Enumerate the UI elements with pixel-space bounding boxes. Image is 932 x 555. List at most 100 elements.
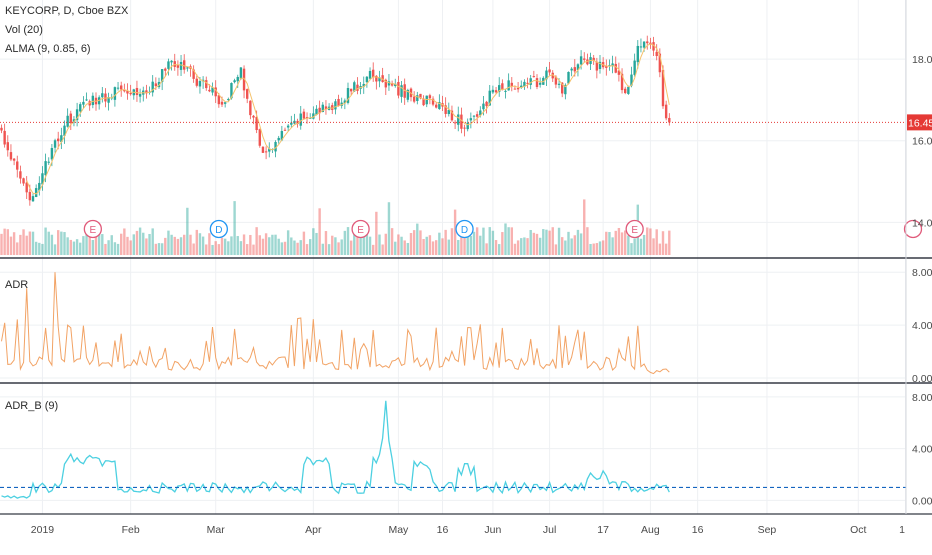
- volume-bar: [258, 235, 261, 255]
- adr-legend[interactable]: ADR: [5, 279, 28, 291]
- candle-body: [548, 69, 551, 73]
- adrb-pane[interactable]: [0, 400, 906, 499]
- candle-body: [419, 93, 422, 99]
- volume-bar: [642, 234, 646, 255]
- volume-bar: [633, 238, 636, 255]
- adrb-line: [1, 400, 670, 499]
- event-label: E: [631, 225, 638, 236]
- volume-bar: [570, 238, 573, 255]
- earnings-marker[interactable]: [625, 219, 644, 239]
- candle-body: [31, 196, 35, 202]
- candle-body: [239, 67, 243, 79]
- volume-bar: [277, 238, 280, 255]
- volume-bar: [198, 233, 202, 255]
- candle-body: [104, 93, 107, 102]
- volume-bar: [627, 235, 630, 255]
- candle-body: [264, 151, 268, 153]
- last-price-badge[interactable]: [907, 114, 932, 131]
- volume-bar: [416, 223, 419, 255]
- volume-bar: [148, 233, 151, 255]
- volume-bar: [164, 237, 167, 255]
- candle-body: [34, 188, 38, 197]
- candle-body: [475, 114, 479, 117]
- volume-bar: [532, 232, 536, 255]
- volume-bar: [381, 244, 384, 255]
- volume-bar: [31, 231, 35, 255]
- earnings-marker[interactable]: [83, 219, 102, 239]
- symbol-title[interactable]: KEYCORP, D, Cboe BZX: [5, 5, 129, 17]
- volume-bar: [422, 239, 425, 255]
- price-axes[interactable]: 18.00 16.00 14.00 8.00 4.00 0.00 8.00 4.00 0.00 1…: [907, 54, 932, 507]
- volume-bar: [526, 238, 529, 255]
- volume-bar: [157, 243, 161, 255]
- adrb-legend[interactable]: ADR_B (9): [5, 400, 58, 412]
- candle-body: [242, 68, 246, 91]
- volume-bar: [349, 240, 353, 255]
- alma-legend[interactable]: ALMA (9, 0.85, 6): [5, 43, 91, 55]
- volume-bar: [123, 228, 126, 255]
- volume-bar: [482, 227, 485, 255]
- volume-bar: [538, 237, 542, 255]
- candle-body: [592, 57, 595, 61]
- adr-pane[interactable]: [1, 272, 670, 375]
- volume-bar: [223, 238, 227, 255]
- volume-bar: [22, 229, 25, 255]
- candle-body: [598, 61, 602, 69]
- volume-bar: [63, 232, 66, 255]
- candle-body: [561, 82, 564, 94]
- candle-body: [535, 78, 539, 88]
- volume-bar: [179, 237, 183, 255]
- volume-bar: [400, 236, 403, 255]
- candle-body: [438, 102, 441, 110]
- candle-body: [479, 110, 482, 116]
- dividend-marker[interactable]: [455, 219, 474, 239]
- time-axis[interactable]: 2019 Feb Mar Apr May 16 Jun Jul 17 Aug 16 Sep Oct 1: [31, 524, 905, 536]
- candle-body: [491, 89, 495, 93]
- volume-bar: [255, 227, 258, 255]
- volume-bar: [246, 244, 249, 255]
- volume-bar: [548, 230, 551, 255]
- earnings-marker[interactable]: [351, 219, 370, 239]
- candle-body: [179, 61, 183, 70]
- volume-bar: [286, 230, 290, 255]
- candle-body: [299, 113, 302, 126]
- volume-bar: [192, 243, 195, 255]
- candle-body: [223, 102, 227, 104]
- adrb-tick-label: 4.00: [912, 444, 932, 456]
- price-tick-label: 16.00: [912, 136, 932, 148]
- volume-bar: [668, 230, 671, 255]
- candle-body: [579, 56, 583, 65]
- dividend-marker[interactable]: [209, 219, 229, 239]
- time-tick-label: 16: [437, 524, 449, 536]
- volume-bar: [296, 242, 299, 255]
- candle-body: [576, 64, 580, 71]
- volume-bar: [447, 239, 450, 255]
- volume-bar: [195, 229, 198, 255]
- candle-body: [646, 41, 649, 44]
- candle-body: [268, 148, 271, 152]
- volume-bar: [230, 236, 233, 255]
- candle-body: [494, 90, 498, 93]
- volume-bar: [608, 232, 611, 255]
- candle-body: [101, 93, 104, 98]
- candle-body: [154, 83, 158, 87]
- volume-bar: [72, 241, 76, 255]
- volume-bar: [475, 227, 479, 255]
- volume-bar: [85, 228, 88, 255]
- volume-legend[interactable]: Vol (20): [5, 24, 43, 36]
- candle-body: [57, 138, 60, 142]
- candle-body: [274, 142, 277, 152]
- candle-body: [305, 117, 309, 119]
- candle-body: [444, 105, 447, 114]
- candle-body: [501, 83, 504, 90]
- candle-body: [312, 113, 315, 119]
- candle-body: [286, 125, 290, 128]
- candle-body: [60, 135, 63, 142]
- volume-bar: [652, 238, 655, 255]
- candle-body: [283, 129, 287, 131]
- volume-bar: [624, 230, 627, 255]
- earnings-marker[interactable]: [903, 219, 923, 239]
- candle-body: [217, 95, 221, 105]
